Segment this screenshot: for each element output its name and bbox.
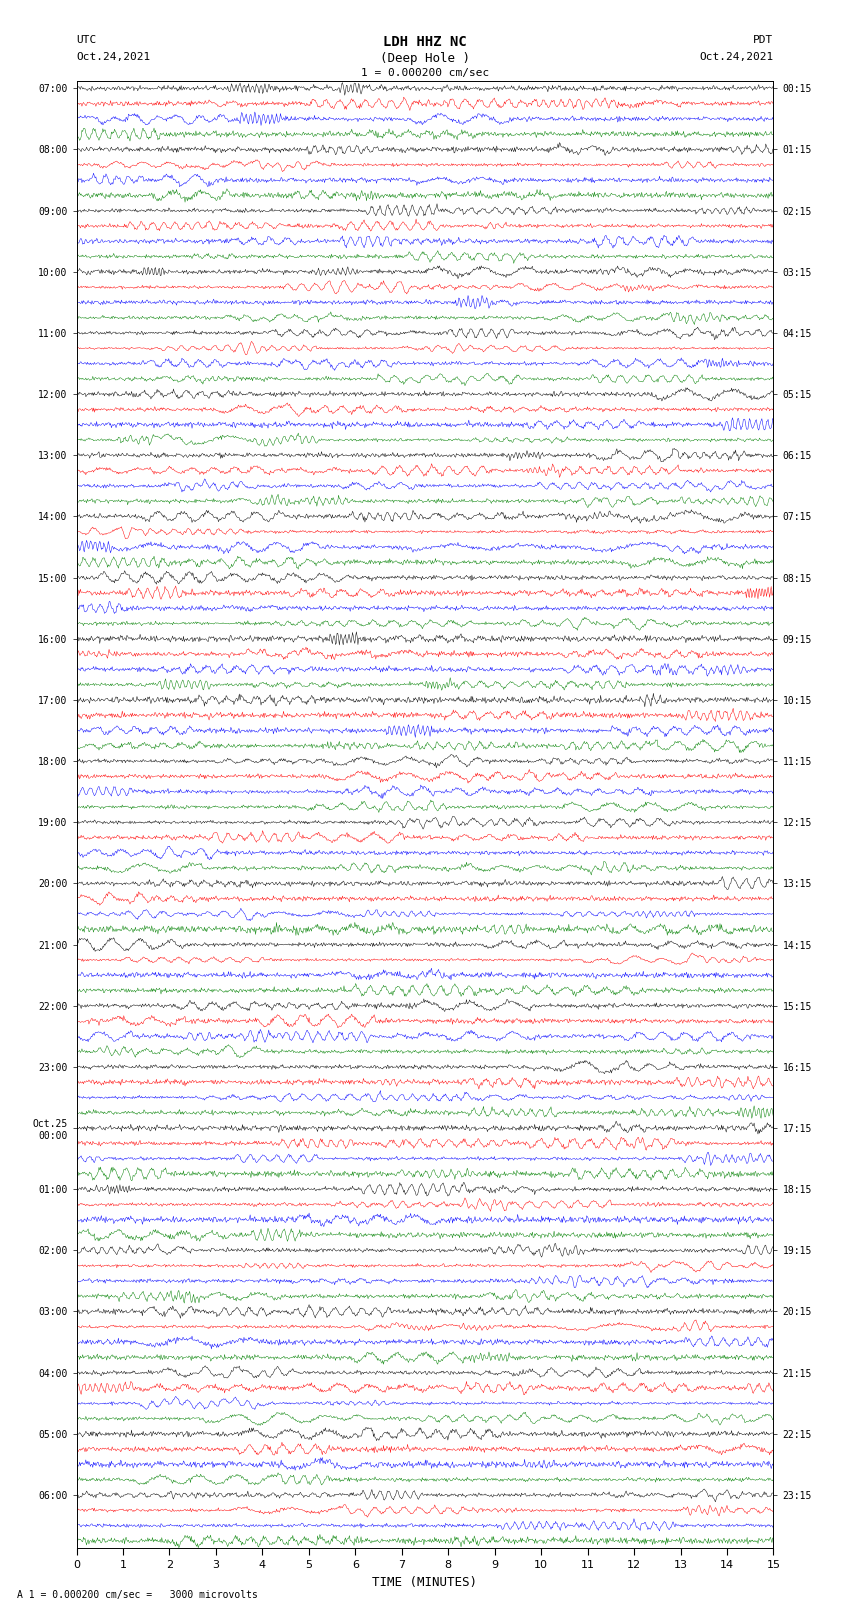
Text: Oct.24,2021: Oct.24,2021	[700, 52, 774, 61]
Text: Oct.24,2021: Oct.24,2021	[76, 52, 150, 61]
Text: PDT: PDT	[753, 35, 774, 45]
Text: A 1 = 0.000200 cm/sec =   3000 microvolts: A 1 = 0.000200 cm/sec = 3000 microvolts	[17, 1590, 258, 1600]
Text: 1 = 0.000200 cm/sec: 1 = 0.000200 cm/sec	[361, 68, 489, 77]
Text: UTC: UTC	[76, 35, 97, 45]
Text: (Deep Hole ): (Deep Hole )	[380, 52, 470, 65]
X-axis label: TIME (MINUTES): TIME (MINUTES)	[372, 1576, 478, 1589]
Text: LDH HHZ NC: LDH HHZ NC	[383, 35, 467, 50]
